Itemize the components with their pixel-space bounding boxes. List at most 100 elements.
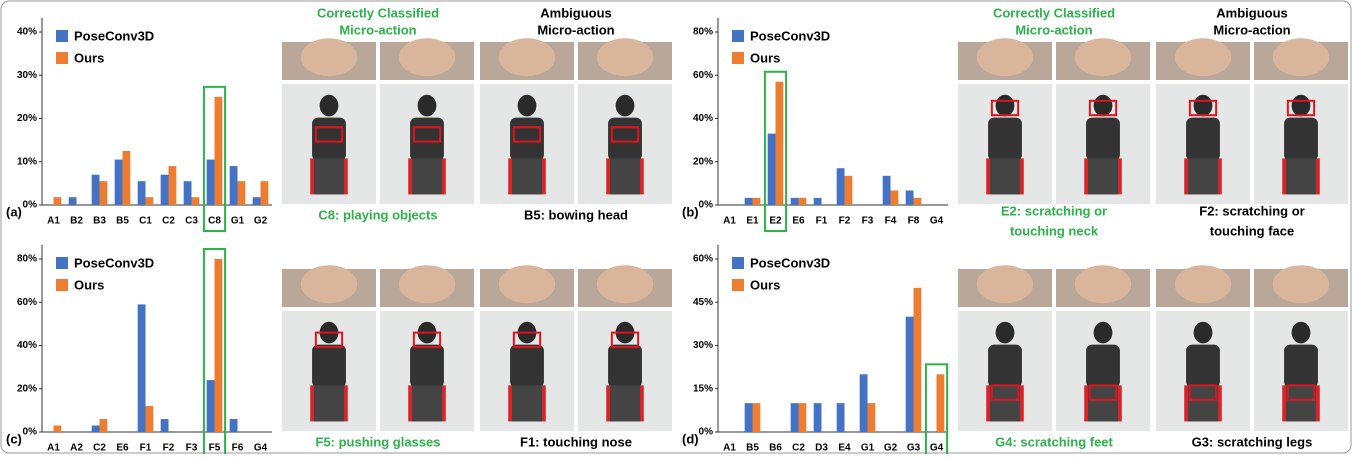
photo-head xyxy=(518,95,537,117)
panel-label: (d) xyxy=(682,431,699,446)
photo-legs xyxy=(610,158,640,194)
panel-label: (b) xyxy=(682,204,699,219)
bar xyxy=(845,176,853,205)
photo-legs xyxy=(1088,385,1118,421)
y-tick-label: 20% xyxy=(17,113,37,124)
caption: F1: touching nose xyxy=(520,434,632,449)
bar xyxy=(192,197,200,205)
panel-label: (a) xyxy=(6,204,22,219)
x-tick-label: B6 xyxy=(769,443,782,454)
photo-legs xyxy=(412,158,442,194)
column-header: Micro-action xyxy=(339,22,416,37)
bar xyxy=(883,176,891,205)
x-tick-label: G4 xyxy=(930,443,944,454)
photo-body xyxy=(988,345,1022,388)
caption: G4: scratching feet xyxy=(995,434,1113,449)
bar xyxy=(238,181,246,205)
y-tick-label: 60% xyxy=(693,70,713,81)
x-tick-label: A1 xyxy=(47,443,60,454)
x-tick-label: C1 xyxy=(139,216,152,227)
x-tick-label: E1 xyxy=(746,216,759,227)
x-tick-label: F3 xyxy=(186,443,198,454)
x-tick-label: E6 xyxy=(792,216,805,227)
bar xyxy=(799,198,807,205)
caption: F5: pushing glasses xyxy=(316,434,441,449)
bar xyxy=(54,426,62,432)
x-tick-label: F4 xyxy=(885,216,897,227)
column-header: Micro-action xyxy=(1015,22,1092,37)
column-header: Correctly Classified xyxy=(317,5,439,20)
x-tick-label: F2 xyxy=(163,443,175,454)
y-tick-label: 60% xyxy=(17,297,37,308)
x-tick-label: E6 xyxy=(116,443,129,454)
x-tick-label: G4 xyxy=(930,216,944,227)
photo-body xyxy=(608,118,642,161)
photo-legs xyxy=(314,385,344,421)
photo-head xyxy=(1094,95,1113,117)
y-tick-label: 30% xyxy=(693,340,713,351)
y-tick-label: 40% xyxy=(17,27,37,38)
photo-body xyxy=(1186,345,1220,388)
x-tick-label: B5 xyxy=(116,216,129,227)
bar xyxy=(253,197,261,205)
legend-swatch xyxy=(56,52,68,64)
photo-head xyxy=(1292,95,1311,117)
photo-face xyxy=(301,38,357,76)
photo-legs xyxy=(1286,158,1316,194)
y-tick-label: 30% xyxy=(17,70,37,81)
column-header: Correctly Classified xyxy=(993,5,1115,20)
panel-label: (c) xyxy=(6,431,22,446)
x-tick-label: F6 xyxy=(232,443,244,454)
photo-face xyxy=(399,265,455,303)
photo-face xyxy=(1273,38,1329,76)
photo-body xyxy=(410,118,444,161)
column-header: Micro-action xyxy=(537,22,614,37)
legend-swatch xyxy=(732,52,744,64)
x-tick-label: A1 xyxy=(47,216,60,227)
photo-head xyxy=(320,95,339,117)
bar xyxy=(868,403,876,432)
photo-head xyxy=(996,322,1015,344)
x-tick-label: B3 xyxy=(93,216,106,227)
bar xyxy=(837,403,845,432)
bar xyxy=(207,160,215,205)
photo-head xyxy=(1194,95,1213,117)
bar xyxy=(138,181,146,205)
y-tick-label: 0% xyxy=(23,427,38,438)
photo-legs xyxy=(610,385,640,421)
bar xyxy=(745,198,753,205)
legend-label: Ours xyxy=(750,50,780,65)
photo-body xyxy=(1086,118,1120,161)
photo-body xyxy=(510,118,544,161)
x-tick-label: B2 xyxy=(70,216,83,227)
caption: B5: bowing head xyxy=(524,207,628,222)
photo-head xyxy=(996,95,1015,117)
photo-body xyxy=(510,345,544,388)
x-tick-label: E4 xyxy=(838,443,851,454)
bar xyxy=(753,198,761,205)
legend-swatch xyxy=(56,257,68,269)
x-tick-label: C2 xyxy=(162,216,175,227)
photo-face xyxy=(977,38,1033,76)
photo-head xyxy=(1292,322,1311,344)
caption: F2: scratching or xyxy=(1199,203,1304,218)
photo-legs xyxy=(512,385,542,421)
x-tick-label: F1 xyxy=(816,216,828,227)
x-tick-label: G1 xyxy=(231,216,245,227)
y-tick-label: 60% xyxy=(693,254,713,265)
column-header: Ambiguous xyxy=(540,5,612,20)
y-tick-label: 0% xyxy=(23,200,38,211)
photo-head xyxy=(1194,322,1213,344)
photo-face xyxy=(1175,265,1231,303)
bar xyxy=(230,166,238,205)
photo-face xyxy=(597,265,653,303)
photo-legs xyxy=(990,385,1020,421)
caption: E2: scratching or xyxy=(1001,203,1107,218)
photo-legs xyxy=(412,385,442,421)
caption: C8: playing objects xyxy=(318,207,437,222)
legend-label: Ours xyxy=(750,277,780,292)
photo-face xyxy=(399,38,455,76)
x-tick-label: G2 xyxy=(884,443,898,454)
photo-body xyxy=(1086,345,1120,388)
bar xyxy=(230,419,238,432)
